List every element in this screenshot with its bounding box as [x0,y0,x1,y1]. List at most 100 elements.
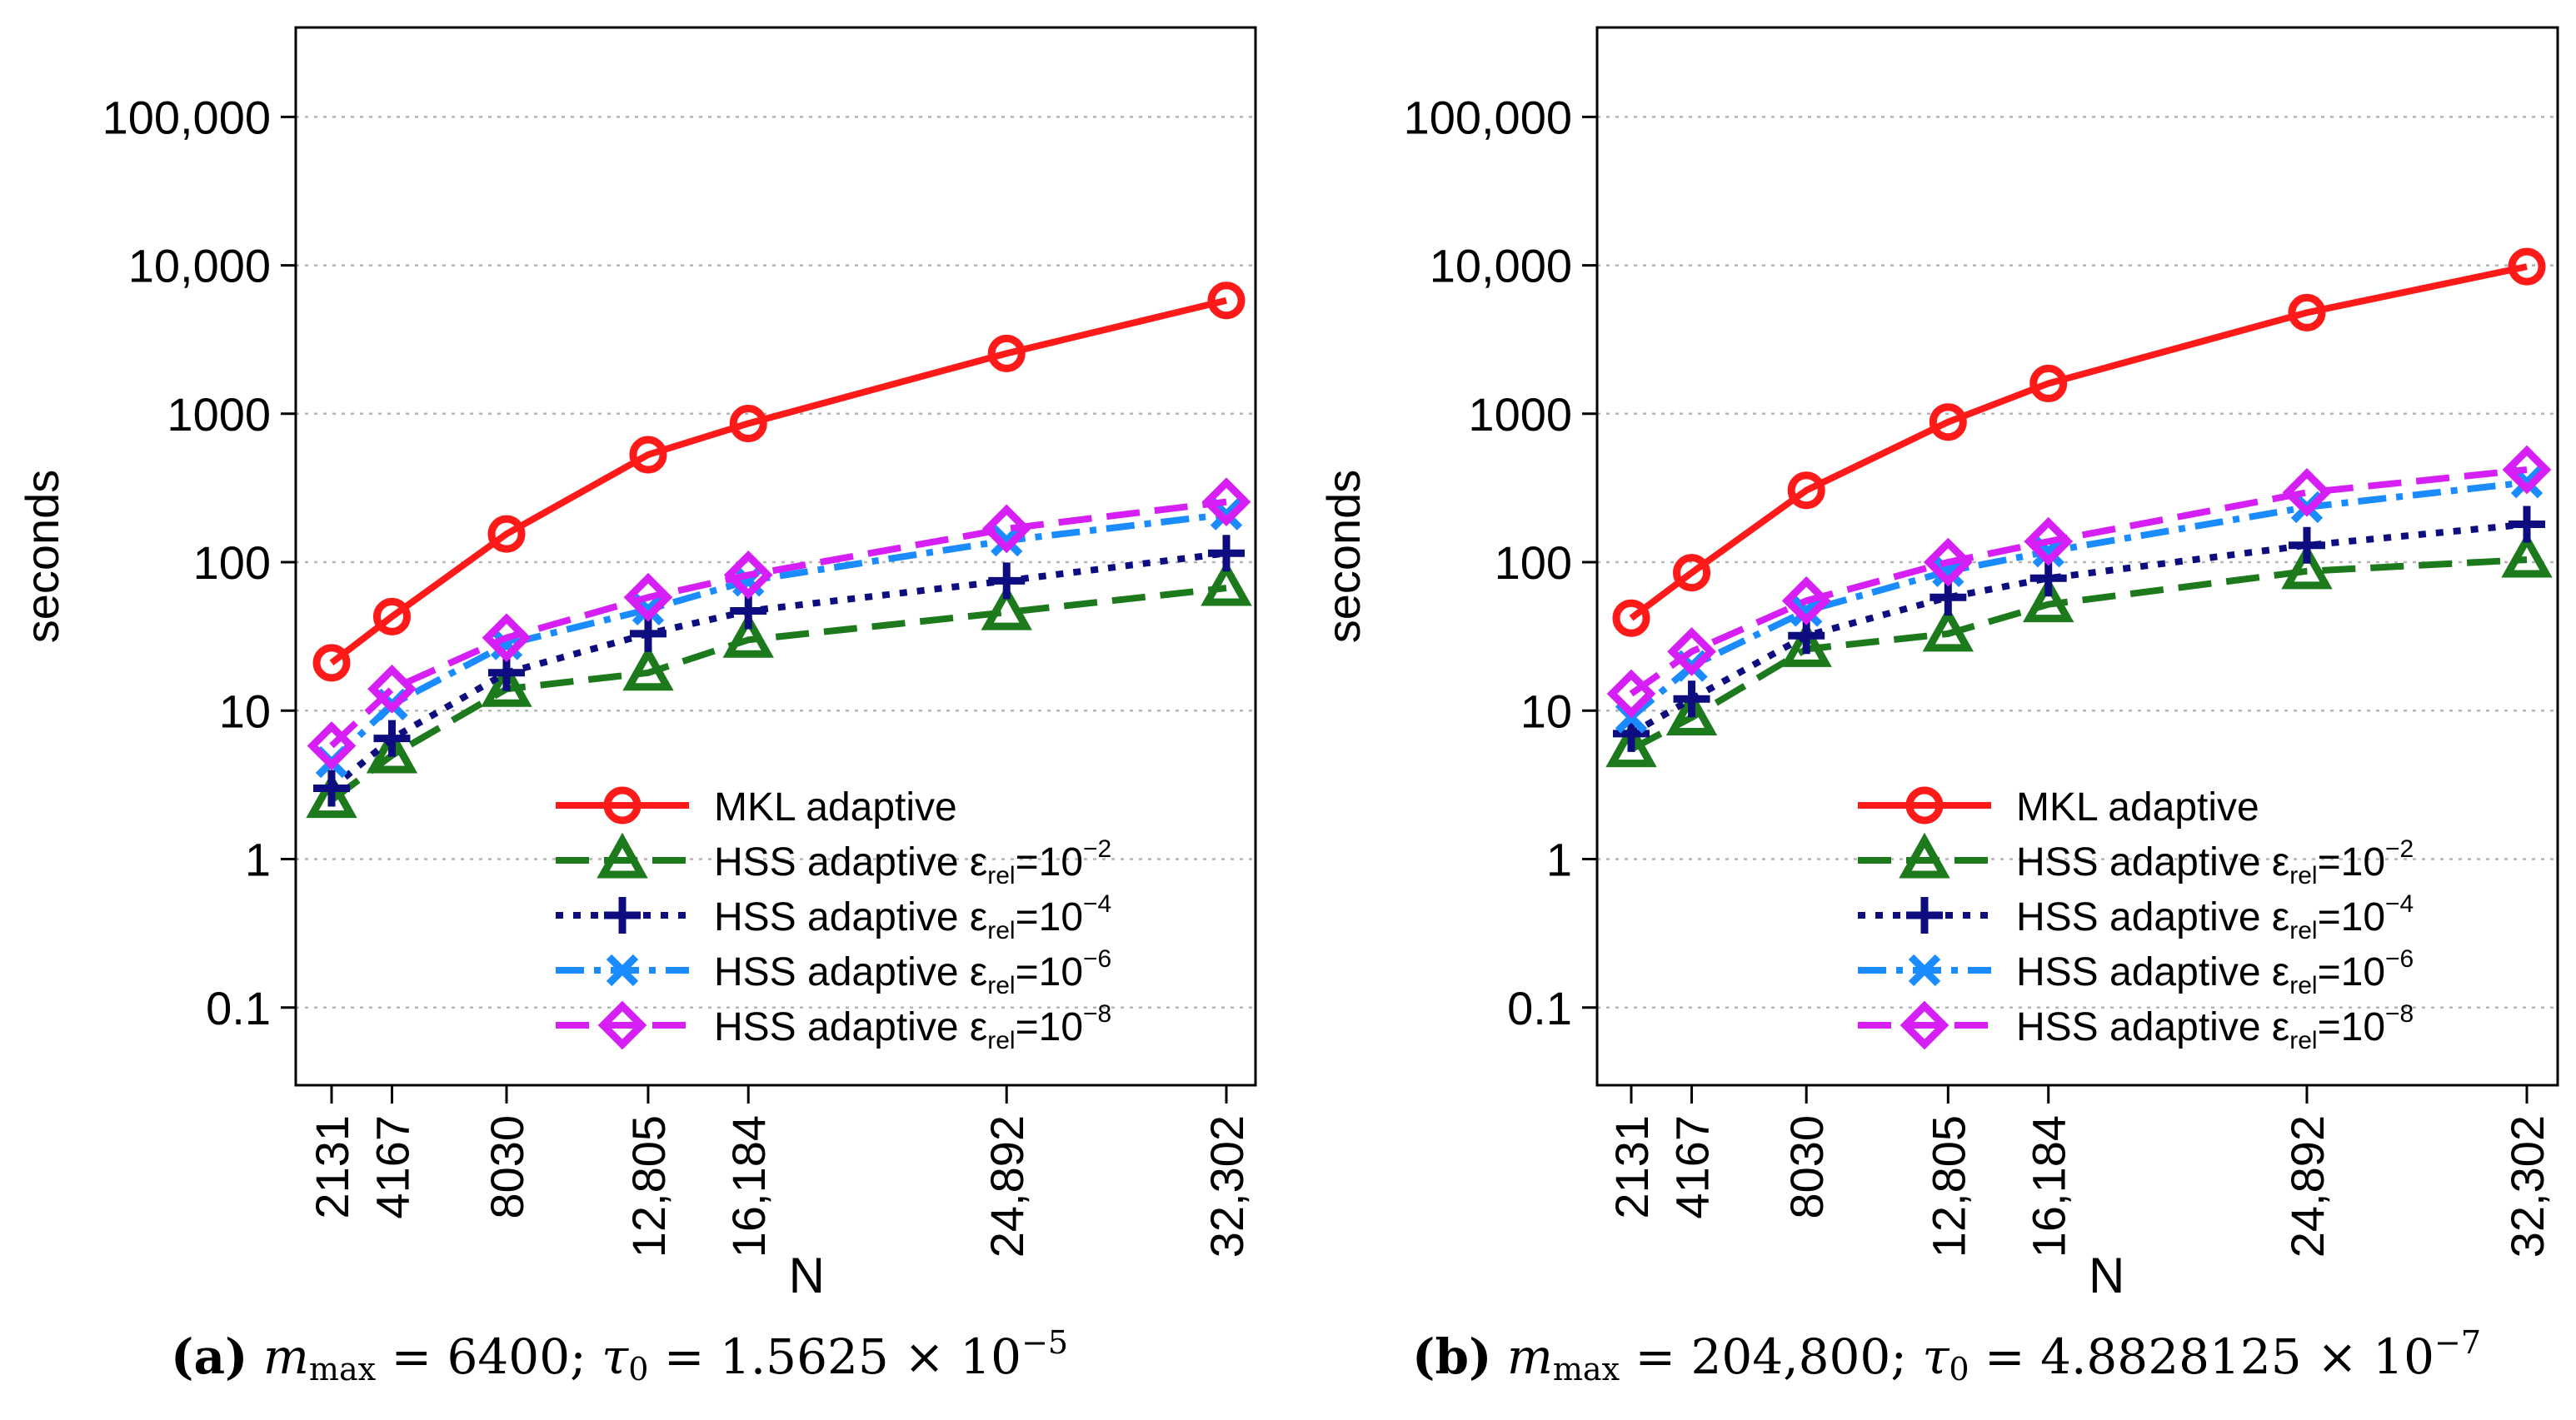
data-point [623,572,673,622]
caption-b-m-sub: max [1552,1351,1620,1388]
caption-b: (b) mmax = 204,800; τ0 = 4.8828125 × 10−… [1412,1324,2481,1388]
series-line [329,296,1227,666]
legend-label-text: HSS adaptive ε [714,1005,987,1049]
data-point [1790,595,1823,627]
legend-marker [597,832,648,879]
series-3 [313,535,1245,807]
data-point [981,584,1032,630]
x-tick-label: 16,184 [722,1115,775,1258]
legend-label-subscript: rel [987,1027,1015,1054]
data-point [1201,477,1251,526]
data-point [1673,680,1710,718]
legend-label-subscript: rel [987,972,1015,999]
legend-label: HSS adaptive εrel=10−4 [714,890,1111,944]
legend-item: MKL adaptive [1858,785,2259,830]
y-tick-label: 100,000 [1404,91,1572,143]
y-tick-label: 100 [1495,536,1572,589]
legend-marker [1905,786,1944,825]
series-line [1630,556,2528,753]
legend-marker [597,1000,647,1050]
x-tick-label: 32,302 [2501,1115,2554,1258]
data-point [482,613,532,663]
caption-a: (a) mmax = 6400; τ0 = 1.5625 × 10−5 [171,1324,1068,1388]
caption-b-tau-value: = 4.8828125 × 10 [1984,1328,2434,1385]
legend-label-exponent: −6 [2385,945,2414,973]
series-1 [1612,247,2546,637]
data-point [366,727,418,774]
series-3 [1613,506,2545,752]
caption-b-m-value: = 204,800; [1635,1328,1907,1385]
legend-label: HSS adaptive εrel=10−8 [2016,1000,2414,1054]
data-point [313,770,350,807]
legend-label-text: HSS adaptive ε [714,895,987,939]
data-point [1923,537,1973,587]
data-point [1922,605,1974,652]
series-5 [1606,445,2552,719]
series-5 [307,477,1251,770]
caption-a-label: (a) [171,1328,248,1385]
legend-label: HSS adaptive εrel=10−2 [714,835,1111,889]
legend-label-subscript: rel [2289,862,2317,889]
legend-item: HSS adaptive εrel=10−2 [556,832,1111,889]
legend-label-subscript: rel [2289,972,2317,999]
legend-label-exponent: −4 [2385,890,2414,918]
legend-label-subscript: rel [2289,917,2317,944]
caption-a-tau-value: = 1.5625 × 10 [663,1328,1022,1385]
data-point [2509,506,2545,543]
x-tick-label: 4167 [1666,1115,1719,1219]
plot-frame [1595,26,2559,1087]
data-point [991,524,1023,557]
data-point [2502,445,2552,495]
legend-label-eq: =10 [1016,1005,1083,1049]
data-point [2288,526,2325,564]
y-tick-label: 10,000 [128,240,271,292]
legend-label: HSS adaptive εrel=10−4 [2016,890,2414,944]
data-point [629,436,667,474]
legend-label-text: MKL adaptive [714,785,957,830]
legend-label-exponent: −6 [1083,945,1111,973]
legend-label: MKL adaptive [714,785,957,830]
x-tick-label: 32,302 [1201,1115,1253,1258]
legend-label-eq: =10 [2318,840,2385,884]
legend-marker [1899,832,1950,879]
data-point [988,562,1026,600]
series-line [1629,466,2528,697]
data-point [2508,247,2546,286]
data-point [2024,516,2074,566]
legend-label: MKL adaptive [2016,785,2259,830]
caption-a-tau-exp: −5 [1021,1324,1069,1361]
x-tick-label: 4167 [366,1115,418,1219]
legend-label-text: HSS adaptive ε [2016,895,2289,939]
plot-frame [294,26,1257,1087]
legend-label-eq: =10 [1016,895,1083,939]
legend-label-eq: =10 [2318,950,2385,994]
data-point [2029,364,2068,402]
legend-label-subscript: rel [987,917,1015,944]
caption-b-label: (b) [1412,1328,1492,1385]
legend-label-exponent: −8 [1083,1000,1111,1028]
x-tick-label: 8030 [481,1115,533,1219]
data-point [1612,599,1650,637]
caption-b-tau-symbol: τ [1922,1328,1949,1385]
legend-item: HSS adaptive εrel=10−4 [1858,890,2414,944]
legend-marker [1908,954,1941,987]
data-point [2288,293,2326,331]
legend-marker [603,786,642,825]
legend-item: HSS adaptive εrel=10−8 [556,1000,1111,1054]
y-tick-label: 100 [193,536,271,589]
legend-label-subscript: rel [2289,1027,2317,1054]
legend-item: HSS adaptive εrel=10−8 [1858,1000,2414,1054]
data-point [2281,543,2333,590]
legend-label-exponent: −4 [1083,890,1111,918]
legend-label-eq: =10 [1016,840,1083,884]
legend-label-exponent: −2 [2385,835,2414,863]
data-point [1606,669,1656,719]
x-tick-label: 12,805 [622,1115,675,1258]
x-tick-label: 8030 [1780,1115,1833,1219]
y-tick-label: 10 [219,685,271,737]
data-point [987,334,1026,372]
data-point [1667,627,1716,676]
data-point [487,515,526,553]
